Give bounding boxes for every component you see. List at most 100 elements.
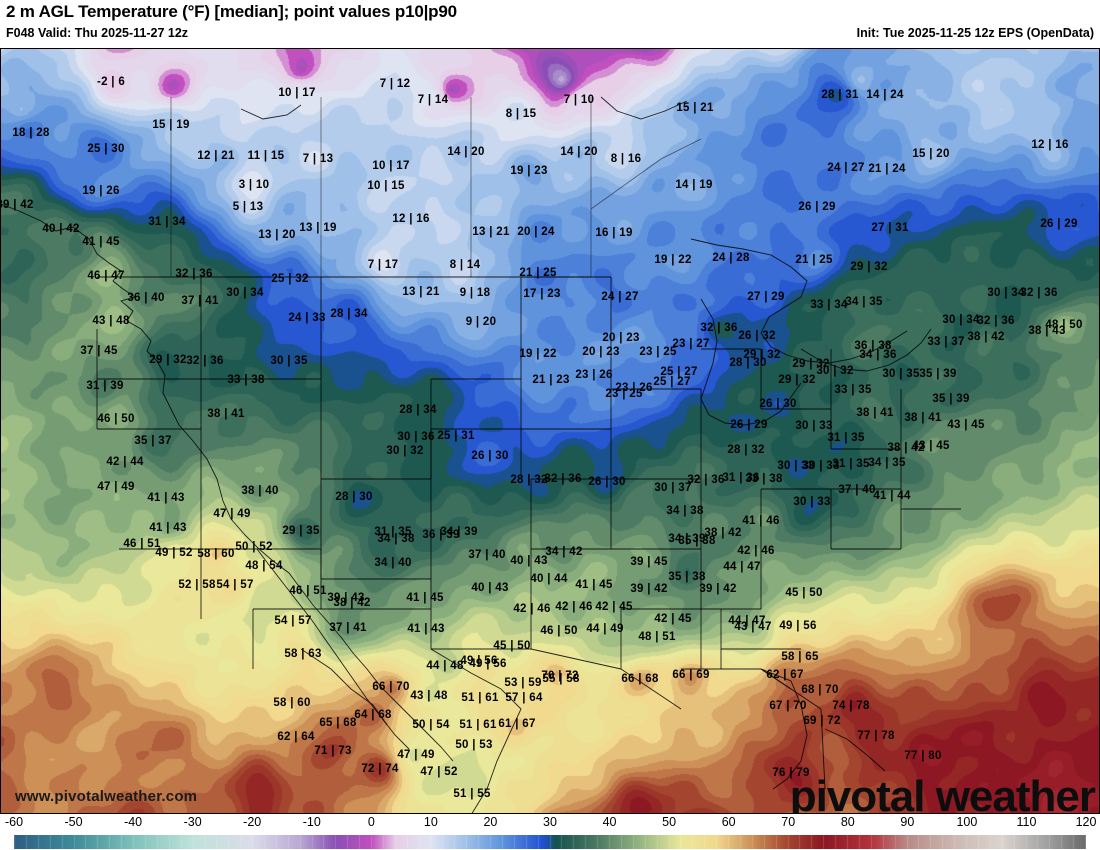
- point-value-label: 38 | 42: [333, 597, 371, 609]
- point-value-label: 8 | 15: [505, 108, 537, 120]
- point-value-label: 14 | 19: [675, 179, 713, 191]
- point-value-label: 12 | 21: [197, 150, 235, 162]
- point-value-label: 24 | 27: [601, 291, 639, 303]
- colorbar-tick: 90: [900, 815, 915, 829]
- colorbar-tick: -40: [124, 815, 143, 829]
- colorbar: -60 -50 -40 -30 -20 -10 0 10 20 30 40 50 60 70 80 90 100…: [0, 814, 1100, 850]
- point-value-label: 47 | 49: [213, 508, 251, 520]
- point-value-label: 43 | 48: [92, 315, 130, 327]
- point-value-label: 30 | 34: [942, 314, 980, 326]
- colorbar-tick: 70: [781, 815, 796, 829]
- point-value-label: 57 | 64: [505, 692, 543, 704]
- point-value-label: 12 | 16: [392, 213, 430, 225]
- point-value-label: 35 | 39: [919, 368, 957, 380]
- point-value-label: 35 | 39: [932, 393, 970, 405]
- point-value-label: 42 | 46: [737, 545, 775, 557]
- point-value-label: 52 | 58: [178, 579, 216, 591]
- point-value-label: 41 | 45: [406, 592, 444, 604]
- point-value-label: 39 | 42: [630, 583, 668, 595]
- point-value-label: 37 | 41: [329, 622, 367, 634]
- point-value-label: 30 | 33: [777, 460, 815, 472]
- point-value-label: 28 | 34: [330, 308, 368, 320]
- point-value-label: 77 | 80: [904, 750, 942, 762]
- point-value-label: 45 | 50: [785, 587, 823, 599]
- point-value-label: 23 | 27: [672, 338, 710, 350]
- point-value-label: 37 | 41: [181, 295, 219, 307]
- point-value-label: 33 | 38: [745, 473, 783, 485]
- boundary-line: [700, 298, 802, 426]
- point-value-label: 32 | 36: [544, 473, 582, 485]
- point-value-label: 38 | 41: [904, 412, 942, 424]
- boundary-line: [350, 688, 388, 726]
- point-value-label: 66 | 68: [621, 673, 659, 685]
- point-value-label: 26 | 30: [588, 476, 626, 488]
- point-value-label: 23 | 25: [639, 346, 677, 358]
- point-value-label: 33 | 34: [810, 299, 848, 311]
- point-value-label: 41 | 45: [82, 236, 120, 248]
- point-value-label: 30 | 35: [882, 368, 920, 380]
- point-value-label: 15 | 19: [152, 119, 190, 131]
- point-value-label: 31 | 39: [86, 380, 124, 392]
- point-value-label: 32 | 36: [687, 474, 725, 486]
- point-value-label: 46 | 50: [97, 413, 135, 425]
- point-value-label: 41 | 45: [575, 579, 613, 591]
- point-value-label: 12 | 16: [1031, 139, 1069, 151]
- valid-time-label: F048 Valid: Thu 2025-11-27 12z: [6, 26, 189, 40]
- point-value-label: 7 | 13: [302, 153, 334, 165]
- point-value-label: 34 | 38: [666, 505, 704, 517]
- point-value-label: 76 | 79: [772, 767, 810, 779]
- point-value-label: 32 | 36: [700, 322, 738, 334]
- point-value-label: 13 | 21: [402, 286, 440, 298]
- point-value-label: 51 | 55: [453, 788, 491, 800]
- map-canvas[interactable]: -2 | 6 18 | 28 25 | 30 15 | 19 10 | 17 12 | 2…: [0, 48, 1100, 814]
- point-value-label: 71 | 73: [314, 745, 352, 757]
- point-value-label: 29 | 32: [792, 358, 830, 370]
- point-value-label: 38 | 42: [967, 331, 1005, 343]
- colorbar-ticks: -60 -50 -40 -30 -20 -10 0 10 20 30 40 50 60 70 80 90 100…: [0, 814, 1100, 834]
- point-value-label: 38 | 43: [1028, 325, 1066, 337]
- point-value-label: 44 | 48: [426, 660, 464, 672]
- point-value-label: 23 | 26: [575, 369, 613, 381]
- point-value-label: 44 | 47: [723, 561, 761, 573]
- point-value-label: 58 | 65: [781, 651, 819, 663]
- point-value-label: 38 | 42: [887, 442, 925, 454]
- point-value-label: 69 | 72: [803, 715, 841, 727]
- point-value-label: 41 | 43: [147, 492, 185, 504]
- site-url: www.pivotalweather.com: [15, 788, 198, 805]
- boundary-line: [620, 668, 682, 710]
- point-value-label: 33 | 37: [927, 336, 965, 348]
- point-value-label: 54 | 57: [216, 579, 254, 591]
- political-boundaries: [1, 96, 961, 813]
- point-value-label: 17 | 23: [523, 288, 561, 300]
- boundary-line: [690, 238, 908, 364]
- point-value-label: 46 | 47: [87, 270, 125, 282]
- point-value-label: 33 | 35: [834, 384, 872, 396]
- point-value-label: 8 | 16: [610, 153, 642, 165]
- point-value-label: 13 | 20: [258, 229, 296, 241]
- point-value-label: 49 | 56: [460, 655, 498, 667]
- point-value-label: 19 | 23: [510, 165, 548, 177]
- point-value-label: 61 | 67: [498, 718, 536, 730]
- boundary-line: [300, 648, 352, 690]
- point-value-label: 58 | 60: [197, 548, 235, 560]
- point-value-label: 62 | 67: [766, 669, 804, 681]
- point-value-label: 34 | 40: [374, 557, 412, 569]
- colorbar-tick: -20: [243, 815, 262, 829]
- point-value-label: 46 | 51: [123, 538, 161, 550]
- point-value-label: 7 | 10: [563, 94, 595, 106]
- point-value-label: 7 | 12: [379, 78, 411, 90]
- point-value-label: 77 | 78: [857, 730, 895, 742]
- point-value-label: 37 | 45: [80, 345, 118, 357]
- point-value-label: 39 | 43: [327, 592, 365, 604]
- point-value-label: 14 | 24: [866, 89, 904, 101]
- point-value-label: 41 | 43: [149, 522, 187, 534]
- point-value-label: 64 | 68: [354, 709, 392, 721]
- point-value-label: -2 | 6: [96, 76, 126, 88]
- point-value-label: 42 | 44: [106, 456, 144, 468]
- point-value-label: 30 | 35: [270, 355, 308, 367]
- init-time-label: Init: Tue 2025-11-25 12z EPS (OpenData): [856, 26, 1094, 40]
- colorbar-tick: 20: [483, 815, 498, 829]
- point-value-label: 36 | 40: [127, 292, 165, 304]
- point-value-label: 29 | 32: [778, 374, 816, 386]
- point-value-label: 49 | 56: [779, 620, 817, 632]
